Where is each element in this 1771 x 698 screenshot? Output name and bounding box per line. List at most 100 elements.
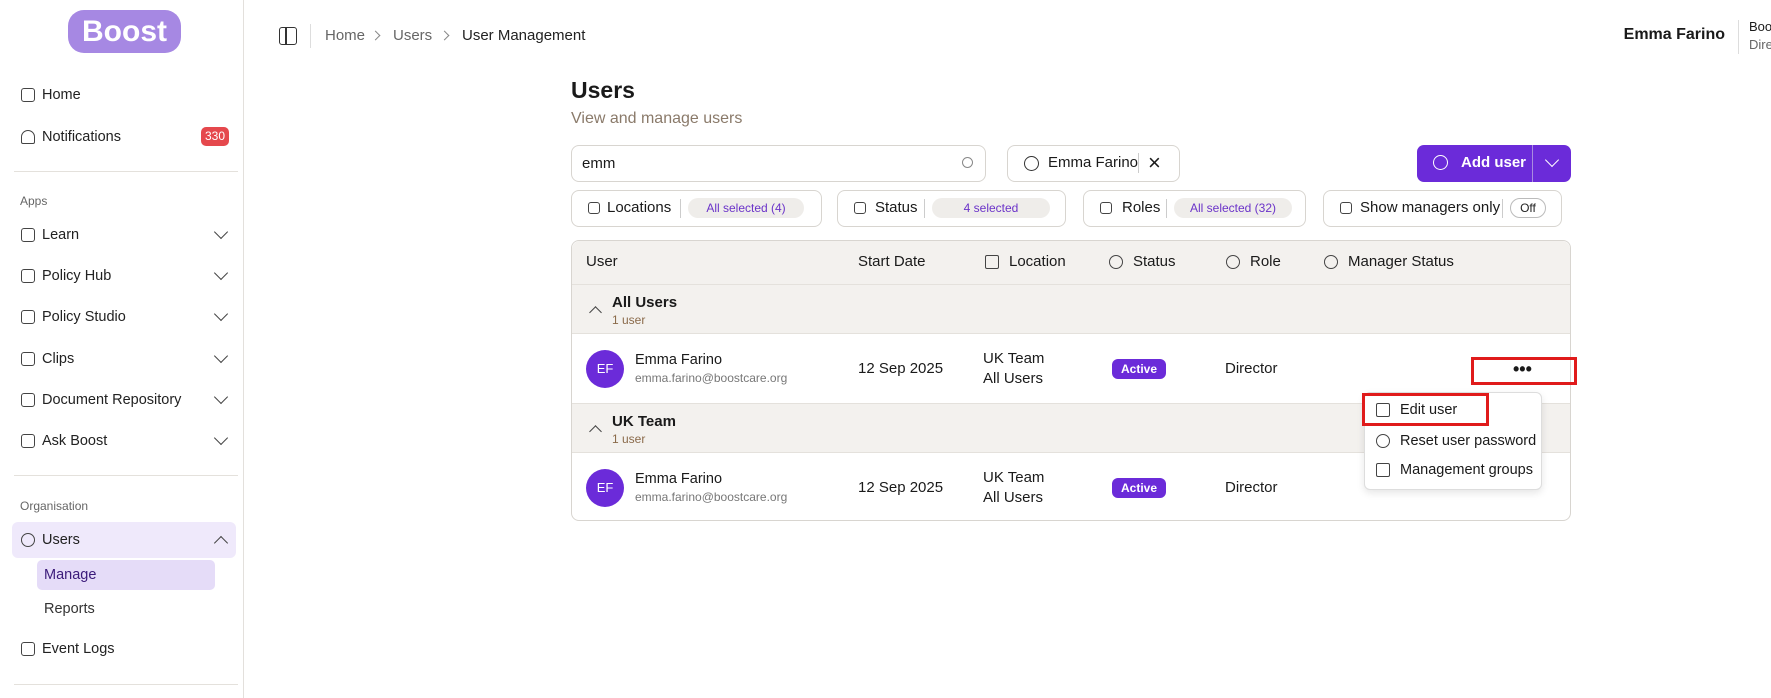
filter-label: Locations xyxy=(607,199,672,216)
logo[interactable]: Boost xyxy=(68,10,181,53)
add-icon xyxy=(1433,155,1448,170)
user-name: Emma Farino xyxy=(635,471,723,487)
filter-value: 4 selected xyxy=(932,198,1050,218)
bell-icon xyxy=(21,130,35,144)
column-header: Role xyxy=(1250,253,1281,270)
filter-divider xyxy=(924,199,925,218)
column-header: Start Date xyxy=(858,253,926,270)
nav-event-logs[interactable]: Event Logs xyxy=(42,641,115,657)
breadcrumb-current: User Management xyxy=(462,27,586,44)
filter-divider xyxy=(1166,199,1167,218)
search-icon xyxy=(962,157,973,168)
row-divider xyxy=(572,284,1570,285)
header-role: Dire xyxy=(1749,37,1771,52)
notification-badge: 330 xyxy=(201,127,230,146)
filter-divider xyxy=(1502,199,1503,218)
menu-icon xyxy=(1376,463,1390,477)
toggle-line xyxy=(285,27,287,45)
nav-item[interactable]: Policy Hub xyxy=(42,268,112,284)
nav-item[interactable]: Policy Studio xyxy=(42,309,126,325)
nav-item[interactable]: Learn xyxy=(42,227,80,243)
nav-item[interactable]: Clips xyxy=(42,351,75,367)
chip-text: Emma Farino xyxy=(1048,154,1139,171)
remove-chip[interactable]: × xyxy=(1148,150,1161,175)
nav-icon xyxy=(21,269,35,283)
header-org: Boo xyxy=(1749,19,1771,34)
column-header: Manager Status xyxy=(1348,253,1454,270)
group-count: 1 user xyxy=(612,313,646,327)
location: UK Team xyxy=(983,469,1045,486)
column-icon xyxy=(1109,255,1123,269)
nav-notifications[interactable]: Notifications xyxy=(42,129,121,145)
filter-value: All selected (4) xyxy=(688,198,804,218)
group-name: All Users xyxy=(612,294,678,311)
column-icon xyxy=(1226,255,1240,269)
active-nav-bg xyxy=(12,522,236,558)
filter-icon xyxy=(1100,202,1112,214)
avatar: EF xyxy=(586,469,624,507)
filter-value: All selected (32) xyxy=(1174,198,1292,218)
nav-item[interactable]: Document Repository xyxy=(42,392,182,408)
breadcrumb[interactable]: Home xyxy=(325,27,366,44)
row-actions[interactable]: ••• xyxy=(1513,359,1532,379)
role: Director xyxy=(1225,479,1278,496)
add-user-label: Add user xyxy=(1461,154,1527,171)
filter-label: Roles xyxy=(1122,199,1161,216)
filter-divider xyxy=(680,199,681,218)
role: Director xyxy=(1225,360,1278,377)
nav-manage[interactable]: Manage xyxy=(44,567,97,583)
home-icon xyxy=(21,88,35,102)
page-title: Users xyxy=(571,77,635,103)
nav-icon xyxy=(21,434,35,448)
location: All Users xyxy=(983,370,1044,387)
nav-icon xyxy=(21,352,35,366)
search-input[interactable] xyxy=(571,145,986,182)
filter-value: Off xyxy=(1510,198,1546,218)
nav-icon xyxy=(21,228,35,242)
divider xyxy=(1138,153,1139,173)
filter-label: Status xyxy=(875,199,918,216)
group-name: UK Team xyxy=(612,413,676,430)
nav-reports[interactable]: Reports xyxy=(44,601,95,617)
row-divider xyxy=(572,452,1570,453)
context-menu xyxy=(1364,392,1542,490)
row-divider xyxy=(572,333,1570,334)
group-bg xyxy=(572,285,1570,334)
breadcrumb[interactable]: Users xyxy=(393,27,433,44)
column-header: Status xyxy=(1133,253,1176,270)
user-icon xyxy=(1024,156,1039,171)
menu-item[interactable]: Reset user password xyxy=(1400,433,1537,449)
sidebar xyxy=(0,0,244,698)
column-icon xyxy=(985,255,999,269)
nav-users[interactable]: Users xyxy=(42,532,80,548)
divider xyxy=(1738,20,1739,54)
separator xyxy=(439,30,450,41)
user-email: emma.farino@boostcare.org xyxy=(635,490,788,504)
menu-item[interactable]: Management groups xyxy=(1400,462,1533,478)
group-count: 1 user xyxy=(612,432,646,446)
menu-icon xyxy=(1376,403,1390,417)
menu-item[interactable]: Edit user xyxy=(1400,402,1458,418)
logs-icon xyxy=(21,642,35,656)
divider xyxy=(310,24,311,48)
divider xyxy=(14,475,238,476)
column-header: Location xyxy=(1009,253,1066,270)
nav-home[interactable]: Home xyxy=(42,87,81,103)
header-user[interactable]: Emma Farino xyxy=(1623,26,1725,43)
filter-icon xyxy=(1340,202,1352,214)
user-email: emma.farino@boostcare.org xyxy=(635,371,788,385)
nav-item[interactable]: Ask Boost xyxy=(42,433,108,449)
highlight-box xyxy=(1471,357,1577,385)
start-date: 12 Sep 2025 xyxy=(858,360,944,377)
divider xyxy=(14,684,238,685)
menu-icon xyxy=(1376,434,1390,448)
active-sub-bg xyxy=(37,560,215,590)
column-header: User xyxy=(586,253,618,270)
avatar: EF xyxy=(586,350,624,388)
table-header xyxy=(572,241,1570,284)
divider xyxy=(1532,145,1533,182)
filter-icon xyxy=(588,202,600,214)
sidebar-toggle[interactable] xyxy=(279,27,297,45)
column-icon xyxy=(1324,255,1338,269)
separator xyxy=(370,30,381,41)
